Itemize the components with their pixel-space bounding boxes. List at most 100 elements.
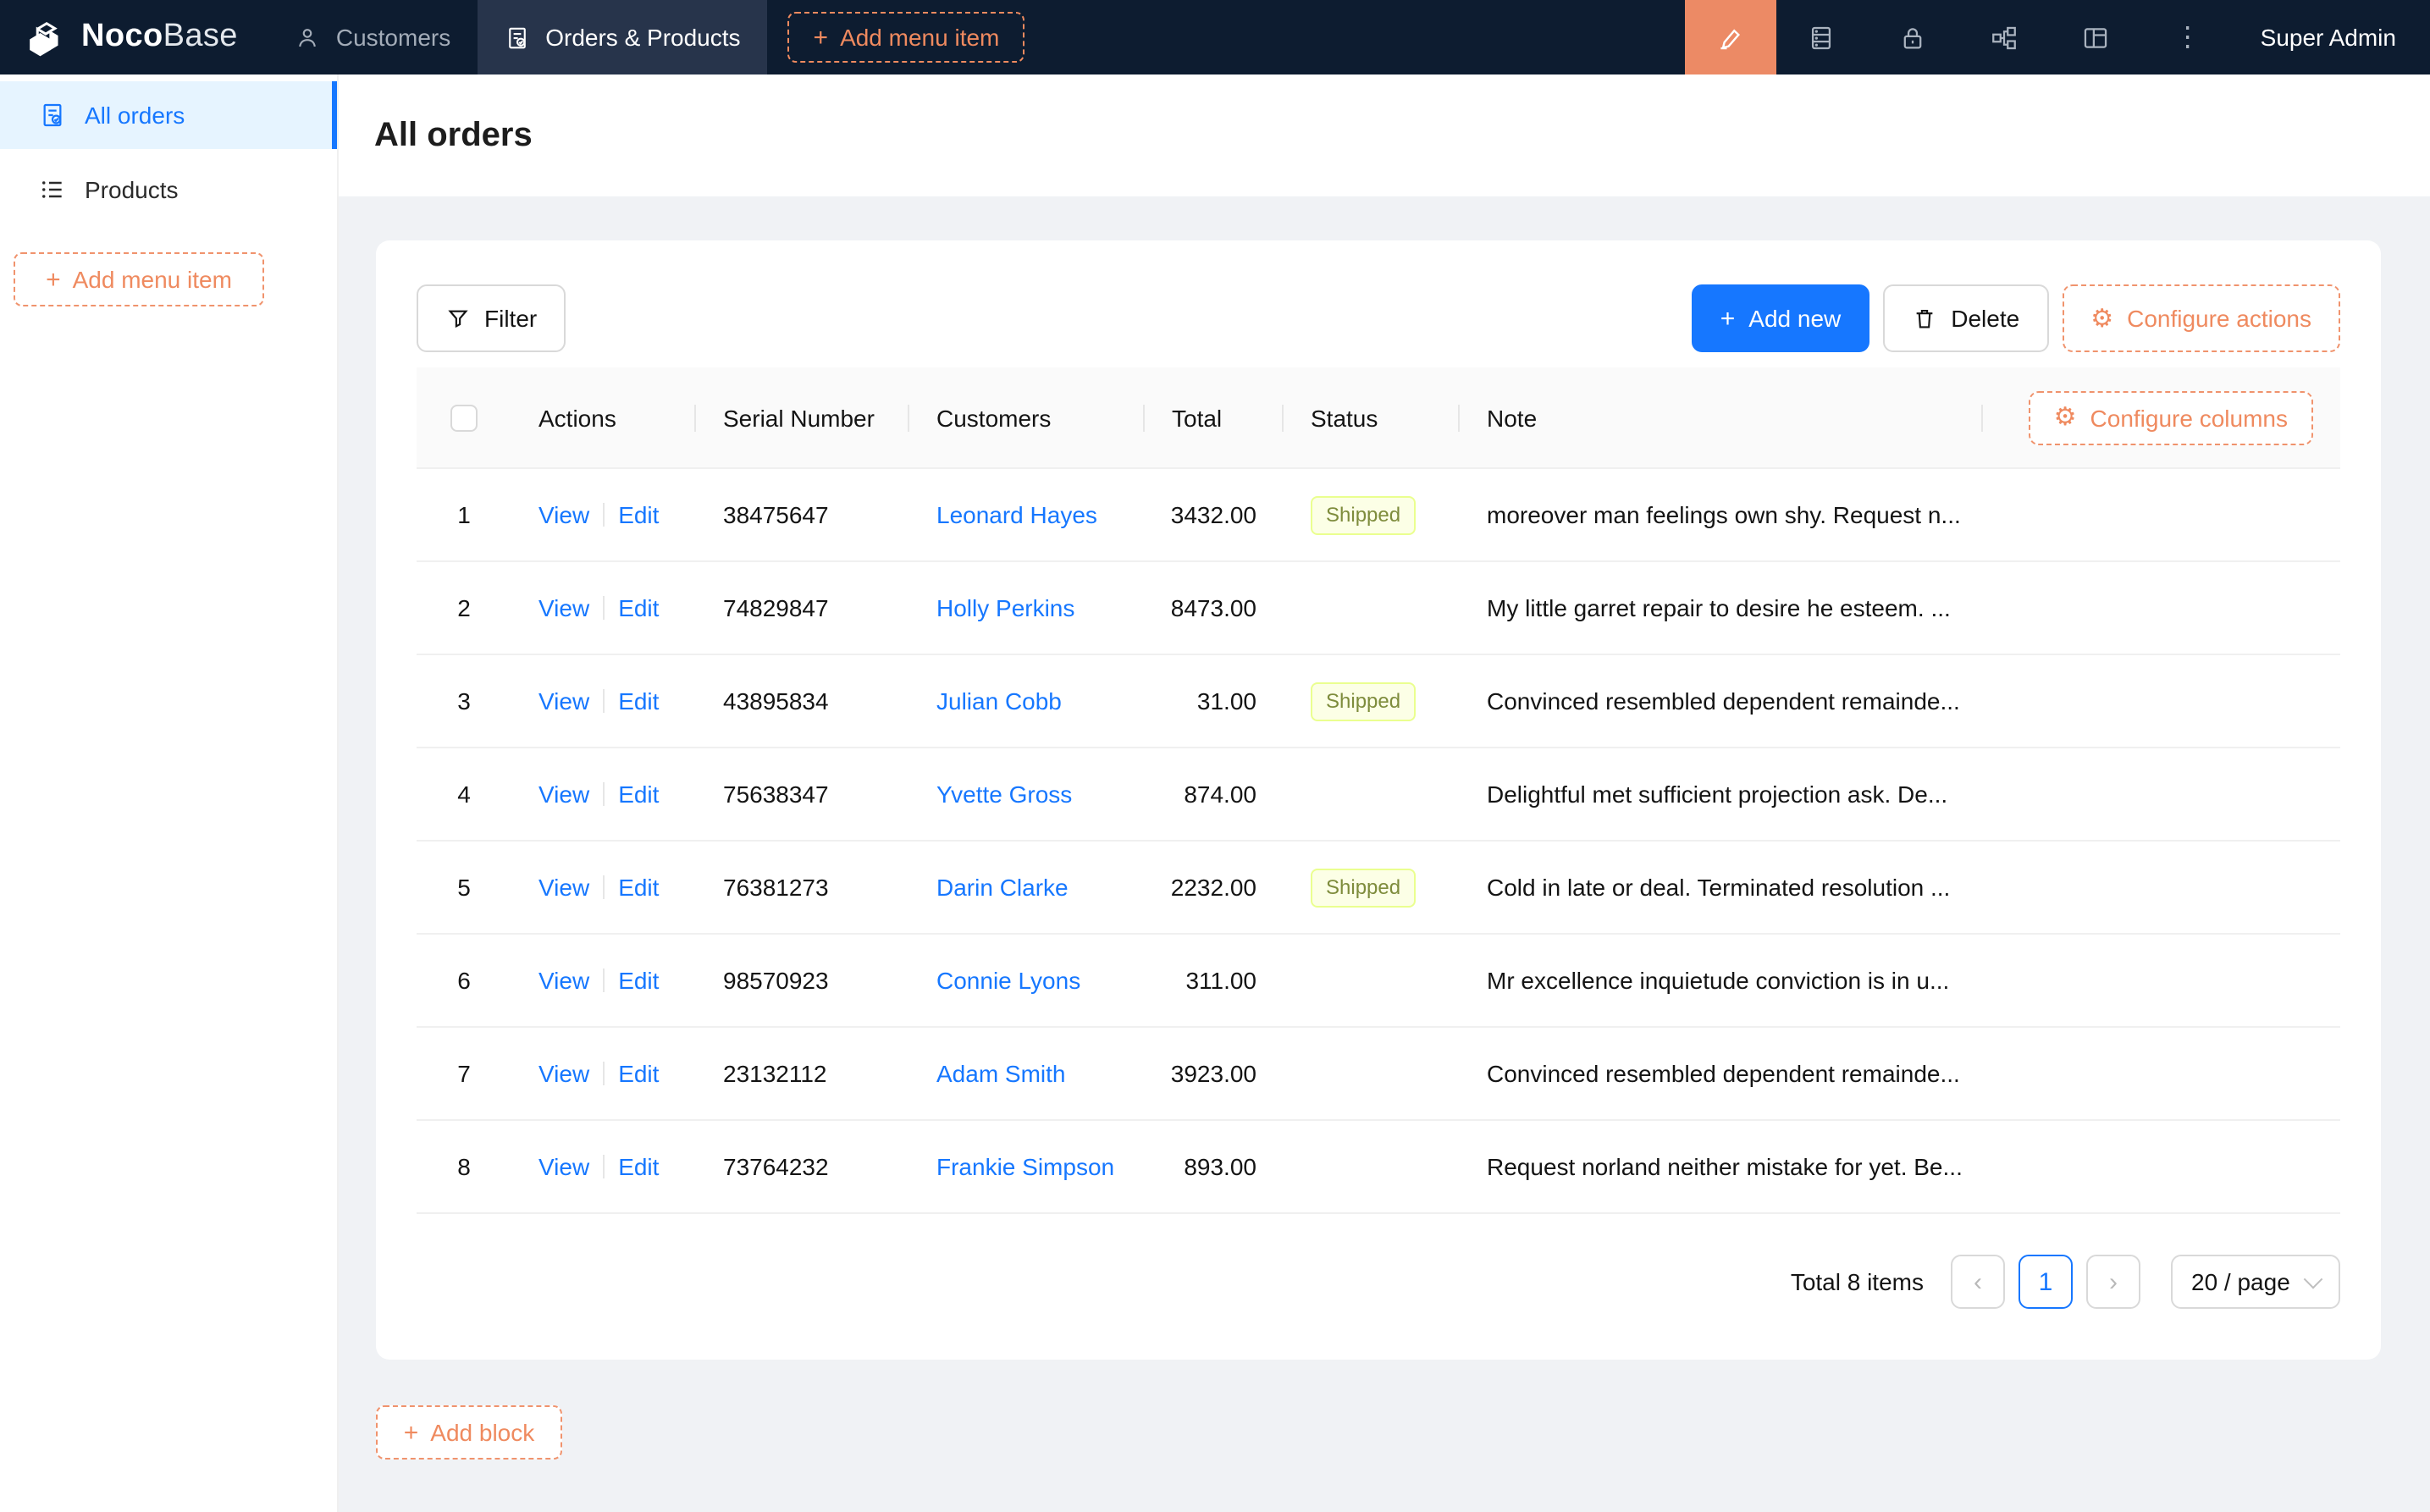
database-icon	[1808, 23, 1836, 52]
customer-link[interactable]: Leonard Hayes	[936, 501, 1097, 528]
status-cell: Shipped	[1284, 868, 1460, 907]
note-text: My little garret repair to desire he est…	[1487, 594, 1951, 621]
customer-link[interactable]: Darin Clarke	[936, 874, 1069, 901]
nav-tab-label: Orders & Products	[545, 24, 741, 51]
pagination-prev-button[interactable]: ‹	[1951, 1255, 2005, 1309]
table-body: 1 View Edit 38475647 Leonard Hayes 3432.00 Shi…	[417, 469, 2340, 1214]
sidebar: All orders Products + Add menu item	[0, 74, 339, 1512]
filter-label: Filter	[484, 305, 538, 332]
user-menu[interactable]: Super Admin	[2234, 0, 2430, 74]
collections-button[interactable]	[1776, 0, 1868, 74]
link-divider	[603, 1155, 605, 1178]
edit-link[interactable]: Edit	[618, 874, 660, 901]
customer-link[interactable]: Holly Perkins	[936, 594, 1075, 621]
edit-link[interactable]: Edit	[618, 594, 660, 621]
customer-link[interactable]: Julian Cobb	[936, 687, 1062, 715]
edit-link[interactable]: Edit	[618, 1153, 660, 1180]
view-link[interactable]: View	[538, 967, 590, 994]
view-link[interactable]: View	[538, 1060, 590, 1087]
row-actions: View Edit	[511, 874, 696, 901]
add-block-button[interactable]: + Add block	[376, 1405, 562, 1460]
column-header-status: Status	[1284, 404, 1460, 431]
link-divider	[603, 503, 605, 527]
status-cell: Shipped	[1284, 495, 1460, 534]
table-toolbar: Filter + Add new	[417, 284, 2340, 352]
customer-link[interactable]: Frankie Simpson	[936, 1153, 1115, 1180]
customer-cell: Yvette Gross	[909, 781, 1145, 808]
table-row: 7 View Edit 23132112 Adam Smith 3923.00 Convin…	[417, 1028, 2340, 1121]
edit-link[interactable]: Edit	[618, 781, 660, 808]
gear-icon: ⚙	[2090, 304, 2114, 333]
filter-button[interactable]: Filter	[417, 284, 566, 352]
total-value: 8473.00	[1170, 594, 1256, 621]
configure-actions-button[interactable]: ⚙ Configure actions	[2062, 284, 2340, 352]
edit-link[interactable]: Edit	[618, 501, 660, 528]
plus-icon: +	[813, 23, 829, 52]
nav-tab-orders-products[interactable]: Orders & Products	[478, 0, 768, 74]
view-link[interactable]: View	[538, 501, 590, 528]
filter-icon	[445, 306, 471, 331]
table-row: 3 View Edit 43895834 Julian Cobb 31.00 Shipped…	[417, 655, 2340, 748]
table-row: 6 View Edit 98570923 Connie Lyons 311.00 Mr ex…	[417, 935, 2340, 1028]
link-divider	[603, 782, 605, 806]
row-actions: View Edit	[511, 1153, 696, 1180]
note-text: Mr excellence inquietude conviction is i…	[1487, 967, 1950, 994]
lock-icon	[1899, 23, 1928, 52]
page-size-value: 20 / page	[2191, 1268, 2290, 1295]
nav-spacer	[1024, 0, 1684, 74]
total-value: 311.00	[1185, 967, 1256, 994]
view-link[interactable]: View	[538, 594, 590, 621]
sidebar-item-products[interactable]: Products	[0, 156, 337, 223]
sidebar-add-menu-item-button[interactable]: + Add menu item	[14, 252, 264, 306]
view-link[interactable]: View	[538, 781, 590, 808]
view-link[interactable]: View	[538, 874, 590, 901]
page-title: All orders	[374, 116, 533, 153]
select-all-checkbox[interactable]	[450, 404, 478, 431]
plus-icon: +	[46, 265, 61, 294]
configure-columns-button[interactable]: ⚙ Configure columns	[2028, 390, 2313, 444]
nav-tab-customers[interactable]: Customers	[268, 0, 478, 74]
nav-add-menu-item-label: Add menu item	[840, 24, 1000, 51]
ui-editor-highlighter-icon	[1716, 23, 1745, 52]
sidebar-item-all-orders[interactable]: All orders	[0, 81, 337, 149]
serial-number: 75638347	[723, 781, 829, 808]
edit-link[interactable]: Edit	[618, 687, 660, 715]
top-navbar: NocoBase Customers Orders & Products + A…	[0, 0, 2430, 74]
edit-link[interactable]: Edit	[618, 1060, 660, 1087]
nocobase-logo-icon	[24, 15, 68, 59]
row-actions: View Edit	[511, 1060, 696, 1087]
serial-number: 74829847	[723, 594, 829, 621]
nav-add-menu-item-button[interactable]: + Add menu item	[787, 12, 1025, 63]
configure-actions-label: Configure actions	[2127, 305, 2311, 332]
customer-cell: Adam Smith	[909, 1060, 1145, 1087]
row-actions: View Edit	[511, 501, 696, 528]
customer-link[interactable]: Yvette Gross	[936, 781, 1073, 808]
column-header-note: Note	[1460, 404, 1983, 431]
add-new-button[interactable]: + Add new	[1691, 284, 1870, 352]
view-link[interactable]: View	[538, 1153, 590, 1180]
more-button[interactable]: ⋮	[2142, 0, 2234, 74]
link-divider	[603, 875, 605, 899]
customer-link[interactable]: Adam Smith	[936, 1060, 1066, 1087]
pagination: Total 8 items ‹ 1 › 20 / page	[417, 1255, 2340, 1309]
total-value: 2232.00	[1170, 874, 1256, 901]
brand-bold: Noco	[81, 19, 163, 54]
customer-link[interactable]: Connie Lyons	[936, 967, 1081, 994]
serial-number: 23132112	[723, 1060, 827, 1087]
workflow-button[interactable]	[1959, 0, 2051, 74]
add-block-label: Add block	[430, 1419, 535, 1446]
page-header: All orders	[339, 74, 2430, 196]
layout-button[interactable]	[2051, 0, 2142, 74]
access-control-button[interactable]	[1868, 0, 1959, 74]
pagination-next-button[interactable]: ›	[2086, 1255, 2140, 1309]
customer-cell: Holly Perkins	[909, 594, 1145, 621]
status-tag: Shipped	[1311, 682, 1417, 720]
add-new-label: Add new	[1748, 305, 1842, 332]
ui-editor-button[interactable]	[1684, 0, 1776, 74]
pagination-page-1[interactable]: 1	[2019, 1255, 2073, 1309]
page-size-select[interactable]: 20 / page	[2171, 1255, 2340, 1309]
delete-button[interactable]: Delete	[1883, 284, 2049, 352]
view-link[interactable]: View	[538, 687, 590, 715]
edit-link[interactable]: Edit	[618, 967, 660, 994]
